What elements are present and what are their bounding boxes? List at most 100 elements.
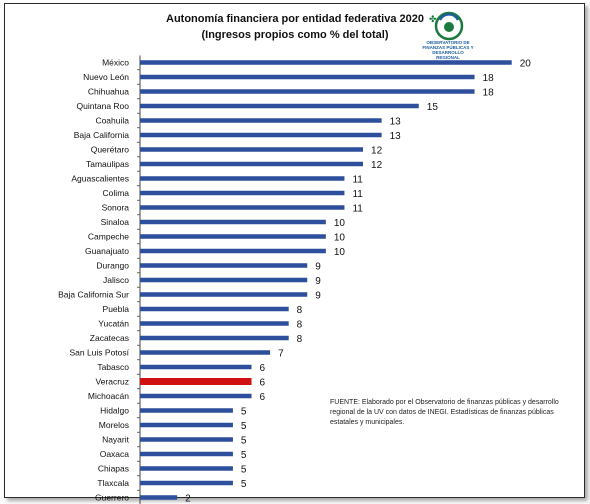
category-label: Guerrero <box>95 493 129 503</box>
category-label: Jalisco <box>103 275 129 285</box>
logo-arc-icon <box>438 13 460 21</box>
bar <box>140 451 233 457</box>
bar <box>140 118 382 123</box>
value-label: 9 <box>315 276 321 287</box>
chart-subtitle: (Ingresos propios como % del total) <box>201 29 389 41</box>
bar <box>140 263 308 268</box>
bar <box>140 422 233 428</box>
category-label: Quintana Roo <box>77 101 130 111</box>
category-label: Michoacán <box>88 391 129 401</box>
bar <box>140 480 233 486</box>
bar <box>140 306 289 312</box>
category-label: Durango <box>96 261 129 271</box>
category-label: México <box>102 58 129 68</box>
category-label: Oaxaca <box>100 449 130 459</box>
bar <box>140 248 326 254</box>
value-label: 6 <box>260 378 266 389</box>
bar <box>140 277 308 283</box>
value-label: 9 <box>315 262 321 273</box>
category-label: Morelos <box>99 420 129 430</box>
chart-title: Autonomía financiera por entidad federat… <box>166 13 424 25</box>
category-label: Tabasco <box>97 362 129 372</box>
value-label: 10 <box>334 233 346 244</box>
value-label: 10 <box>334 247 346 258</box>
category-label: Baja California Sur <box>58 290 129 300</box>
bar <box>140 60 512 65</box>
bar <box>140 350 271 355</box>
value-label: 12 <box>371 146 383 157</box>
category-label: San Luis Potosí <box>69 348 129 358</box>
value-label: 20 <box>520 59 532 70</box>
category-label: Chihuahua <box>88 87 129 97</box>
value-label: 10 <box>334 218 346 229</box>
value-label: 11 <box>352 204 363 215</box>
bar <box>140 321 289 326</box>
value-label: 15 <box>427 102 439 113</box>
category-label: Nuevo León <box>83 72 129 82</box>
category-label: Hidalgo <box>100 406 129 416</box>
bar <box>140 292 308 297</box>
bar <box>140 132 382 138</box>
logo-text: OBSERVATORIO DE FINANZAS PÚBLICAS Y DESA… <box>422 40 474 60</box>
value-label: 18 <box>483 88 495 99</box>
value-label: 5 <box>241 436 247 447</box>
category-label: Yucatán <box>98 319 129 329</box>
value-label: 13 <box>390 131 402 142</box>
bar <box>140 161 364 167</box>
category-label: Tlaxcala <box>97 478 129 488</box>
value-label: 2 <box>185 494 191 504</box>
bar <box>140 176 345 181</box>
bar <box>140 234 326 239</box>
bar <box>140 495 178 500</box>
value-label: 5 <box>241 479 247 490</box>
category-label: Tamaulipas <box>86 159 129 169</box>
bar <box>140 74 475 80</box>
value-label: 5 <box>241 450 247 461</box>
logo-ring-icon <box>434 11 464 41</box>
bar <box>140 190 345 196</box>
bar <box>140 393 252 399</box>
bar <box>140 89 475 94</box>
category-label: Aguascalientes <box>71 174 129 184</box>
bar <box>140 364 252 370</box>
value-label: 11 <box>352 189 363 200</box>
category-label: Nayarit <box>102 435 130 445</box>
bar <box>140 437 233 442</box>
value-label: 6 <box>260 363 266 374</box>
value-label: 7 <box>278 349 284 360</box>
bar <box>140 103 419 109</box>
bar <box>140 408 233 413</box>
category-label: Colima <box>103 188 130 198</box>
category-label: Sonora <box>102 203 130 213</box>
bar <box>140 205 345 210</box>
category-label: Puebla <box>103 304 130 314</box>
observatorio-logo: ✤ <box>429 11 464 41</box>
value-label: 8 <box>297 320 303 331</box>
category-label: Querétaro <box>91 145 130 155</box>
category-label: Chiapas <box>98 464 129 474</box>
bar <box>140 466 233 471</box>
svg-text:✤: ✤ <box>429 14 437 24</box>
value-label: 8 <box>297 305 303 316</box>
bar <box>140 219 326 225</box>
value-label: 5 <box>241 421 247 432</box>
category-label: Zacatecas <box>90 333 129 343</box>
category-label: Campeche <box>88 232 129 242</box>
value-label: 5 <box>241 407 247 418</box>
value-label: 8 <box>297 334 303 345</box>
category-label: Coahuila <box>95 116 129 126</box>
category-label: Guanajuato <box>85 246 129 256</box>
value-label: 12 <box>371 160 383 171</box>
value-label: 6 <box>260 392 266 403</box>
bar <box>140 335 289 341</box>
value-label: 5 <box>241 465 247 476</box>
source-note: FUENTE: Elaborado por el Observatorio de… <box>330 399 559 426</box>
logo-eye-icon <box>444 22 454 32</box>
bar-highlight <box>140 378 252 385</box>
category-label: Baja California <box>74 130 130 140</box>
value-label: 11 <box>352 175 363 186</box>
category-label: Veracruz <box>95 377 129 387</box>
category-label: Sinaloa <box>101 217 130 227</box>
value-label: 13 <box>390 117 402 128</box>
